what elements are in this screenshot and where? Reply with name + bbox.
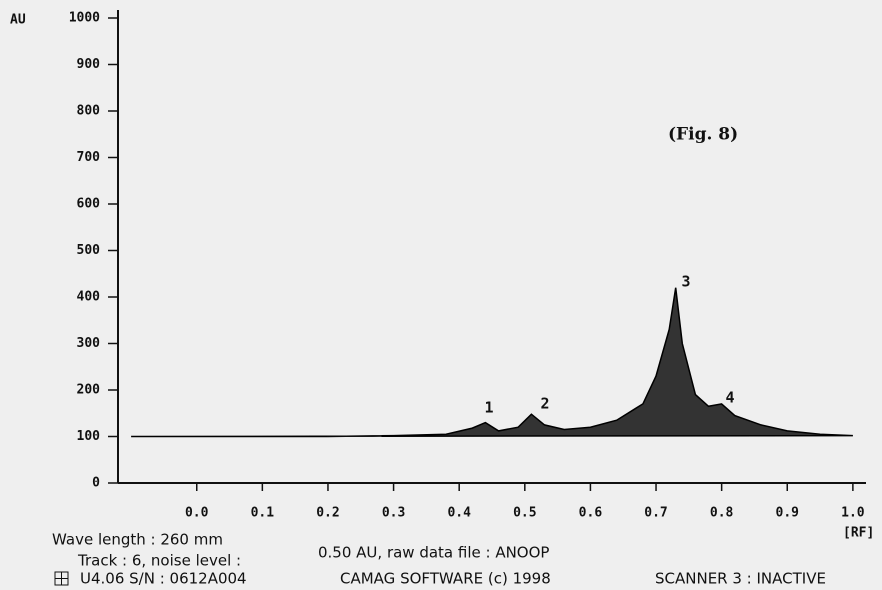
peak-label: 3: [681, 273, 690, 291]
y-tick-label: 600: [77, 197, 101, 212]
x-tick-label: 0.3: [382, 506, 405, 521]
x-tick-label: 0.4: [447, 506, 471, 521]
noise: 0.50 AU, raw data file : ANOOP: [318, 544, 549, 562]
scanner: SCANNER 3 : INACTIVE: [655, 570, 826, 588]
y-tick-label: 0: [92, 476, 100, 491]
version: U4.06 S/N : 0612A004: [80, 570, 247, 588]
track: Track : 6, noise level :: [77, 552, 241, 570]
densitogram: [131, 287, 853, 438]
x-tick-label: 0.5: [513, 506, 536, 521]
x-tick-label: 0.0: [185, 506, 209, 521]
software: CAMAG SOFTWARE (c) 1998: [340, 570, 551, 588]
x-tick-label: 0.8: [710, 506, 734, 521]
figure-label: (Fig. 8): [668, 125, 738, 145]
peak-label: 4: [725, 389, 734, 407]
y-tick-label: 500: [77, 243, 101, 258]
x-tick-label: 1.0: [841, 506, 865, 521]
y-tick-label: 1000: [69, 11, 100, 26]
y-tick-label: 900: [77, 57, 101, 72]
x-tick-label: 0.2: [316, 506, 339, 521]
y-tick-label: 200: [77, 383, 101, 398]
peak-label: 1: [484, 399, 493, 417]
y-tick-label: 700: [77, 150, 101, 165]
x-tick-label: 0.7: [644, 506, 667, 521]
y-tick-label: 400: [77, 290, 101, 305]
x-tick-label: 0.1: [251, 506, 275, 521]
y-axis-label: AU: [10, 13, 26, 28]
x-tick-label: 0.9: [776, 506, 799, 521]
x-tick-label: 0.6: [579, 506, 603, 521]
x-axis-label: [RF]: [843, 526, 874, 541]
y-tick-label: 800: [77, 104, 101, 119]
y-tick-label: 100: [77, 429, 101, 444]
peak-label: 2: [540, 395, 549, 413]
wavelength: Wave length : 260 mm: [52, 531, 223, 549]
y-tick-label: 300: [77, 336, 101, 351]
